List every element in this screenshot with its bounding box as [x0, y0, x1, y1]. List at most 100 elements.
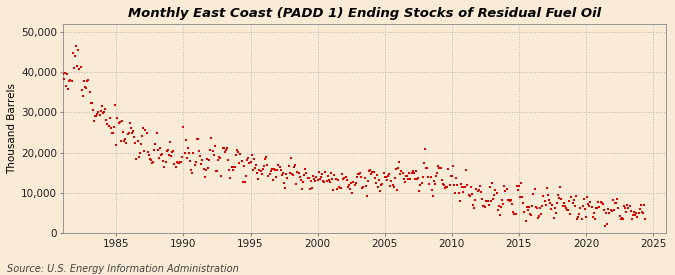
Point: [398, 176, 409, 181]
Point: [115, 139, 126, 143]
Point: [316, 175, 327, 179]
Point: [105, 126, 116, 130]
Point: [376, 183, 387, 187]
Point: [537, 204, 548, 208]
Point: [488, 197, 499, 201]
Point: [539, 199, 550, 204]
Point: [587, 215, 598, 219]
Point: [433, 163, 443, 168]
Point: [628, 213, 639, 218]
Point: [605, 208, 616, 212]
Point: [143, 153, 154, 157]
Point: [591, 206, 601, 210]
Point: [364, 168, 375, 172]
Point: [149, 148, 160, 152]
Point: [248, 157, 259, 162]
Point: [216, 174, 227, 179]
Point: [254, 168, 265, 172]
Point: [593, 200, 603, 204]
Point: [516, 181, 526, 185]
Point: [140, 128, 151, 133]
Point: [533, 216, 543, 220]
Point: [327, 177, 338, 182]
Point: [602, 221, 613, 226]
Point: [485, 199, 496, 203]
Point: [129, 134, 140, 139]
Point: [562, 208, 572, 212]
Point: [381, 175, 392, 179]
Point: [610, 200, 620, 205]
Point: [175, 160, 186, 164]
Point: [508, 210, 518, 214]
Point: [82, 79, 92, 83]
Point: [492, 207, 503, 212]
Point: [330, 177, 341, 182]
Point: [506, 198, 516, 202]
Point: [546, 207, 557, 211]
Point: [121, 141, 132, 145]
Point: [104, 116, 115, 120]
Point: [414, 189, 425, 193]
Point: [338, 177, 349, 182]
Point: [194, 149, 205, 153]
Point: [267, 177, 278, 182]
Point: [110, 103, 121, 108]
Point: [367, 170, 378, 175]
Point: [427, 188, 437, 192]
Point: [168, 148, 179, 153]
Point: [308, 174, 319, 178]
Point: [468, 205, 479, 210]
Point: [479, 204, 489, 208]
Point: [531, 204, 541, 209]
Point: [119, 139, 130, 143]
Point: [638, 211, 649, 215]
Point: [114, 120, 125, 124]
Point: [424, 182, 435, 186]
Point: [84, 90, 95, 95]
Point: [452, 183, 463, 188]
Point: [167, 150, 178, 154]
Point: [329, 173, 340, 177]
Point: [247, 167, 258, 172]
Point: [211, 169, 222, 174]
Point: [543, 193, 554, 198]
Point: [232, 148, 242, 152]
Point: [146, 158, 157, 162]
Point: [315, 177, 325, 181]
Point: [495, 213, 506, 217]
Point: [527, 204, 538, 208]
Point: [262, 163, 273, 167]
Point: [196, 161, 207, 166]
Text: Source: U.S. Energy Information Administration: Source: U.S. Energy Information Administ…: [7, 264, 238, 274]
Point: [361, 194, 372, 198]
Point: [127, 131, 138, 136]
Point: [92, 112, 103, 116]
Point: [224, 168, 235, 172]
Point: [518, 201, 529, 205]
Point: [597, 202, 608, 206]
Point: [93, 110, 104, 114]
Point: [472, 189, 483, 193]
Point: [478, 204, 489, 208]
Point: [170, 165, 181, 169]
Point: [95, 112, 105, 117]
Point: [394, 159, 404, 164]
Point: [95, 109, 106, 113]
Point: [74, 66, 85, 71]
Point: [463, 193, 474, 198]
Point: [578, 197, 589, 202]
Point: [504, 199, 515, 203]
Point: [553, 193, 564, 198]
Point: [359, 175, 370, 180]
Point: [349, 183, 360, 187]
Point: [354, 170, 365, 175]
Point: [124, 121, 135, 125]
Point: [176, 160, 186, 164]
Point: [579, 207, 590, 211]
Point: [400, 174, 411, 178]
Point: [466, 192, 477, 196]
Point: [57, 72, 68, 76]
Point: [207, 148, 218, 153]
Point: [72, 64, 82, 68]
Point: [395, 172, 406, 177]
